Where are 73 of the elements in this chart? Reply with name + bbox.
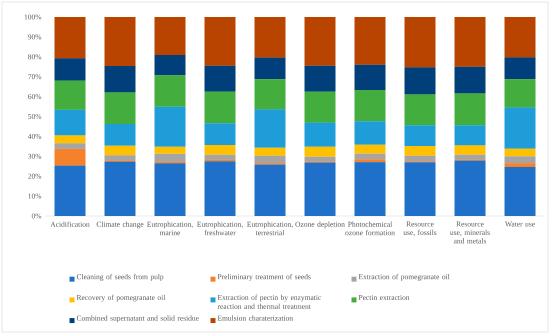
bar <box>304 146 336 157</box>
bar <box>254 109 286 148</box>
bar <box>54 58 86 81</box>
bar <box>154 106 186 147</box>
bar <box>54 16 86 58</box>
bar <box>404 162 436 216</box>
bar <box>354 90 386 122</box>
bar <box>254 148 286 156</box>
bar <box>354 159 386 162</box>
bar <box>154 75 186 107</box>
bar <box>504 57 536 80</box>
bar <box>504 79 536 108</box>
bar <box>104 92 136 124</box>
bar <box>404 94 436 126</box>
bar <box>154 146 186 154</box>
bar <box>104 146 136 156</box>
bar <box>104 155 136 160</box>
bar <box>504 107 536 149</box>
bar <box>404 16 436 68</box>
bar <box>504 16 536 58</box>
bar <box>154 154 186 162</box>
bar <box>254 16 286 58</box>
bar <box>454 145 486 155</box>
bar <box>354 16 386 65</box>
bar <box>454 66 486 94</box>
bar <box>54 135 86 144</box>
bar <box>404 67 436 94</box>
bar <box>204 161 236 216</box>
bar <box>204 144 236 155</box>
bar <box>304 156 336 162</box>
bar <box>254 164 286 216</box>
bar <box>104 66 136 92</box>
bar <box>404 125 436 146</box>
bar <box>204 154 236 160</box>
bar <box>304 16 336 66</box>
bar <box>304 122 336 147</box>
bar <box>504 167 536 216</box>
bar <box>354 64 386 90</box>
bar <box>154 55 186 76</box>
bar <box>154 16 186 56</box>
bar <box>504 156 536 164</box>
bar <box>254 156 286 164</box>
bar <box>154 163 186 216</box>
bar <box>304 92 336 123</box>
bar <box>104 124 136 146</box>
bar <box>504 148 536 156</box>
bar <box>454 160 486 216</box>
bar <box>404 146 436 156</box>
bar <box>354 162 386 216</box>
bar <box>304 66 336 92</box>
bar <box>254 58 286 80</box>
bar <box>204 123 236 145</box>
bar <box>204 66 236 92</box>
bar <box>254 79 286 110</box>
bar <box>454 125 486 146</box>
bar <box>454 93 486 126</box>
bar <box>404 156 436 162</box>
bar <box>354 121 386 145</box>
bar <box>204 92 236 124</box>
bar <box>204 16 236 66</box>
bar <box>54 148 86 166</box>
bar <box>54 166 86 216</box>
bar <box>54 110 86 136</box>
bar <box>104 16 136 66</box>
bar <box>354 144 386 154</box>
bar <box>54 143 86 149</box>
bar <box>454 154 486 160</box>
bar <box>104 162 136 216</box>
bar <box>504 163 536 168</box>
bar <box>354 154 386 160</box>
bar <box>54 80 86 110</box>
bar <box>304 162 336 216</box>
bar <box>454 16 486 67</box>
